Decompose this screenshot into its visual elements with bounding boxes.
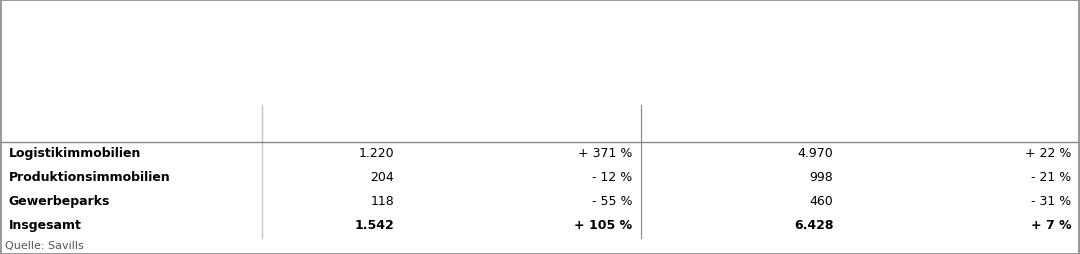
Text: Insgesamt: Insgesamt (9, 219, 81, 232)
Text: + 22 %: + 22 % (1025, 147, 1071, 160)
Text: + 7 %: + 7 % (1030, 219, 1071, 232)
Text: - 31 %: - 31 % (1031, 195, 1071, 208)
Text: + 105 %: + 105 % (573, 219, 632, 232)
Text: Investmentmarktkennziffern Logistik- und Industrieinvestmentmarkt: Investmentmarktkennziffern Logistik- und… (174, 24, 906, 43)
Text: 204: 204 (370, 171, 394, 184)
Text: Q1 2024: Q1 2024 (306, 117, 360, 130)
Text: Q2 2023 - Q1 2024: Q2 2023 - Q1 2024 (680, 117, 802, 130)
Text: Produktionsimmobilien: Produktionsimmobilien (9, 171, 171, 184)
Text: Logistikimmobilien: Logistikimmobilien (9, 147, 141, 160)
Text: Gewerbeparks: Gewerbeparks (9, 195, 110, 208)
Text: 4.970: 4.970 (798, 147, 834, 160)
Text: - 55 %: - 55 % (592, 195, 632, 208)
Text: - 21 %: - 21 % (1031, 171, 1071, 184)
Text: 1.220: 1.220 (359, 147, 394, 160)
Text: 6.428: 6.428 (794, 219, 834, 232)
Text: ggü. Q2 2022 - Q1 2023: ggü. Q2 2022 - Q1 2023 (882, 117, 1039, 130)
Text: Transaktionsvolumen (Mio. Euro), Deutschland: Transaktionsvolumen (Mio. Euro), Deutsch… (507, 69, 836, 82)
Text: ggü. Vorjahresperiode: ggü. Vorjahresperiode (448, 117, 596, 130)
Text: 1.542: 1.542 (354, 219, 394, 232)
Text: - 12 %: - 12 % (592, 171, 632, 184)
Text: 118: 118 (370, 195, 394, 208)
Text: Quelle: Savills: Quelle: Savills (5, 241, 84, 251)
Text: 998: 998 (810, 171, 834, 184)
Text: + 371 %: + 371 % (578, 147, 632, 160)
Text: 460: 460 (810, 195, 834, 208)
